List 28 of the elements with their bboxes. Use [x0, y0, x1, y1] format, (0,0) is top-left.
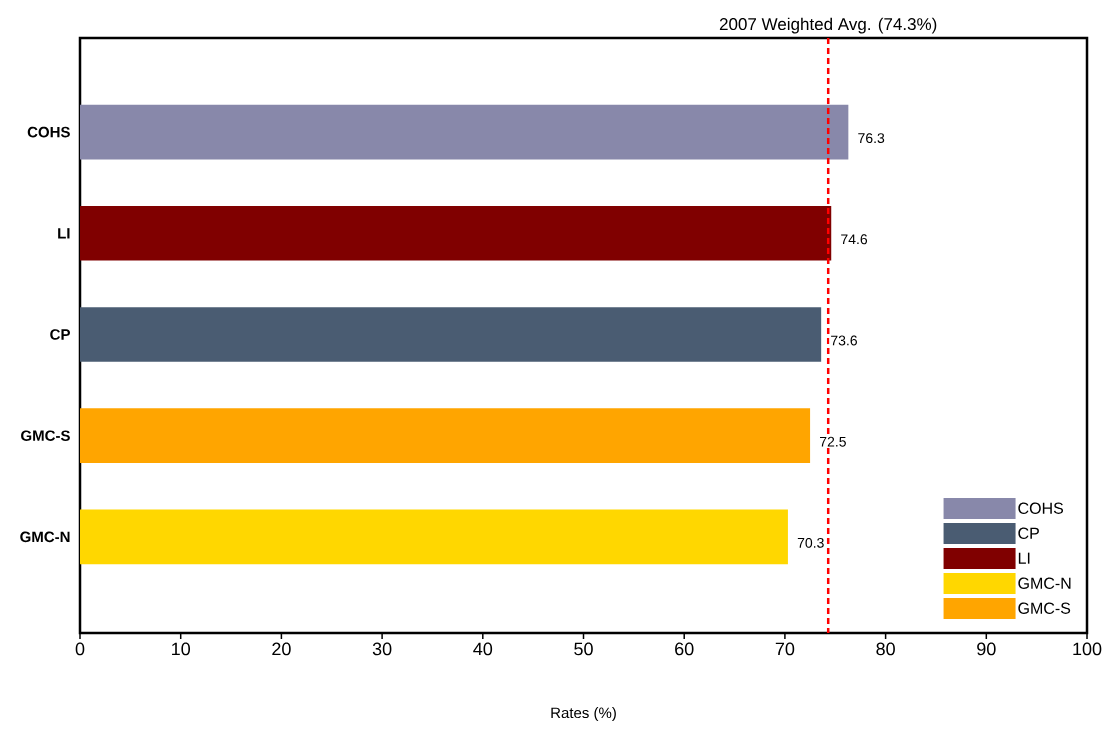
- y-tick-label: GMC-N: [20, 531, 70, 543]
- x-tick-label: 30: [372, 642, 392, 656]
- x-tick-label: 60: [675, 642, 694, 656]
- legend-label: GMC-N: [1018, 577, 1071, 589]
- x-tick-label: 90: [977, 642, 996, 656]
- y-tick-label: CP: [50, 329, 70, 340]
- data-label: 72.5: [820, 436, 846, 447]
- ref-line-label: 2007 Weighted Avg. (74.3%): [719, 17, 937, 34]
- x-tick-label: 100: [1073, 642, 1102, 656]
- data-label: 70.3: [797, 537, 824, 548]
- data-label: 76.3: [858, 133, 885, 144]
- legend-label: COHS: [1018, 502, 1064, 514]
- x-axis-title: Rates (%): [551, 707, 616, 722]
- x-tick-label: 50: [574, 642, 593, 656]
- y-tick-label: GMC-S: [21, 430, 70, 441]
- x-tick-label: 10: [172, 642, 191, 656]
- x-tick-label: 70: [775, 642, 795, 656]
- legend-label: CP: [1018, 527, 1039, 539]
- legend-label: GMC-S: [1018, 602, 1071, 614]
- data-label: 74.6: [841, 234, 868, 245]
- data-label: 73.6: [831, 335, 857, 346]
- x-tick-label: 40: [473, 642, 493, 656]
- x-tick-label: 80: [876, 642, 895, 656]
- y-tick-label: LI: [58, 228, 70, 239]
- y-tick-label: COHS: [27, 126, 70, 138]
- x-tick-label: 20: [272, 642, 291, 656]
- x-tick-label: 0: [75, 642, 85, 656]
- legend-label: LI: [1018, 552, 1030, 564]
